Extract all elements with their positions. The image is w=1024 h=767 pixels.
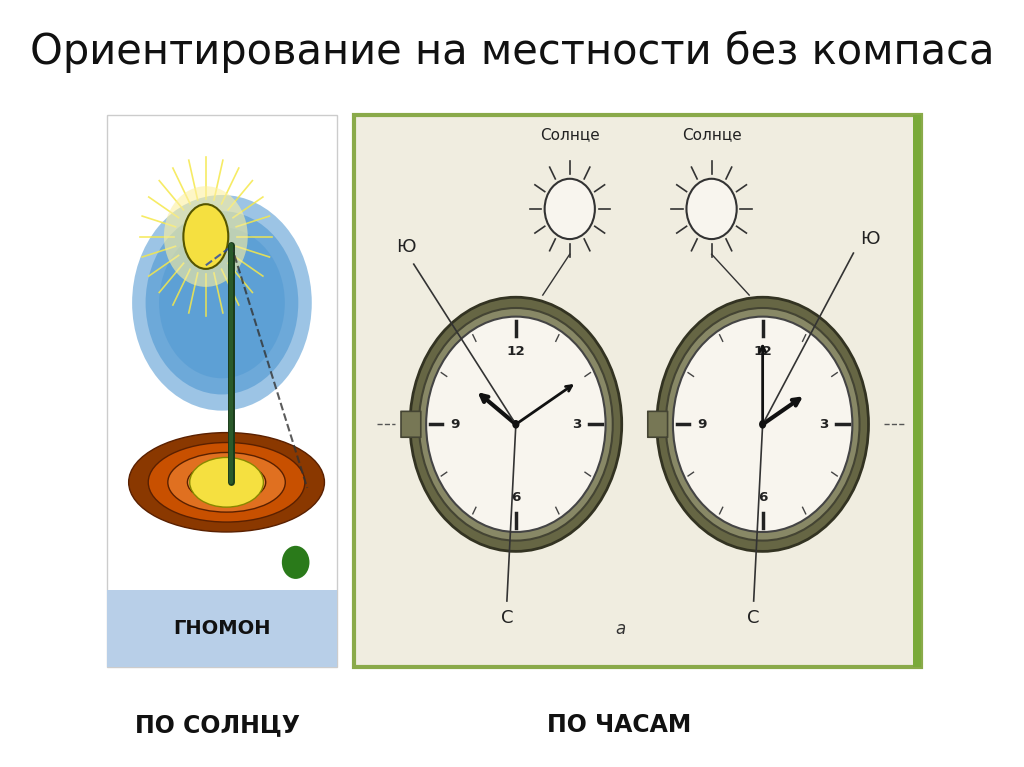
Circle shape: [656, 298, 868, 551]
Circle shape: [512, 420, 519, 429]
Text: С: С: [748, 609, 760, 627]
Text: 3: 3: [572, 418, 582, 431]
Text: 9: 9: [697, 418, 707, 431]
Text: 9: 9: [451, 418, 460, 431]
Circle shape: [759, 420, 766, 429]
FancyBboxPatch shape: [401, 411, 421, 437]
Text: 12: 12: [507, 344, 525, 357]
Circle shape: [132, 195, 311, 410]
Text: С: С: [501, 609, 513, 627]
Text: 12: 12: [754, 344, 772, 357]
FancyBboxPatch shape: [106, 590, 337, 667]
Ellipse shape: [129, 433, 325, 532]
Ellipse shape: [207, 472, 246, 492]
Ellipse shape: [189, 457, 263, 507]
Ellipse shape: [168, 453, 286, 512]
Circle shape: [673, 317, 852, 532]
FancyBboxPatch shape: [648, 411, 668, 437]
FancyBboxPatch shape: [354, 115, 922, 667]
Ellipse shape: [282, 546, 309, 579]
Text: а: а: [615, 620, 626, 637]
Circle shape: [145, 211, 298, 394]
Circle shape: [666, 308, 859, 541]
Circle shape: [545, 179, 595, 239]
FancyBboxPatch shape: [913, 115, 922, 667]
Circle shape: [159, 227, 285, 378]
Text: Солнце: Солнце: [540, 127, 600, 143]
Ellipse shape: [187, 463, 265, 502]
Text: Ориентирование на местности без компаса: Ориентирование на местности без компаса: [30, 31, 994, 73]
Text: ПО СОЛНЦУ: ПО СОЛНЦУ: [135, 713, 300, 737]
Text: ГНОМОН: ГНОМОН: [173, 619, 270, 638]
Ellipse shape: [183, 204, 228, 269]
Circle shape: [686, 179, 736, 239]
Ellipse shape: [148, 443, 305, 522]
Text: 6: 6: [758, 491, 767, 504]
Text: ПО ЧАСАМ: ПО ЧАСАМ: [547, 713, 691, 737]
Text: 6: 6: [511, 491, 520, 504]
FancyBboxPatch shape: [106, 115, 337, 667]
Text: Ю: Ю: [860, 230, 880, 248]
Text: Солнце: Солнце: [682, 127, 741, 143]
Text: Ю: Ю: [395, 239, 415, 256]
Circle shape: [164, 186, 248, 287]
Circle shape: [426, 317, 605, 532]
Text: 3: 3: [819, 418, 828, 431]
Circle shape: [410, 298, 622, 551]
Circle shape: [419, 308, 612, 541]
